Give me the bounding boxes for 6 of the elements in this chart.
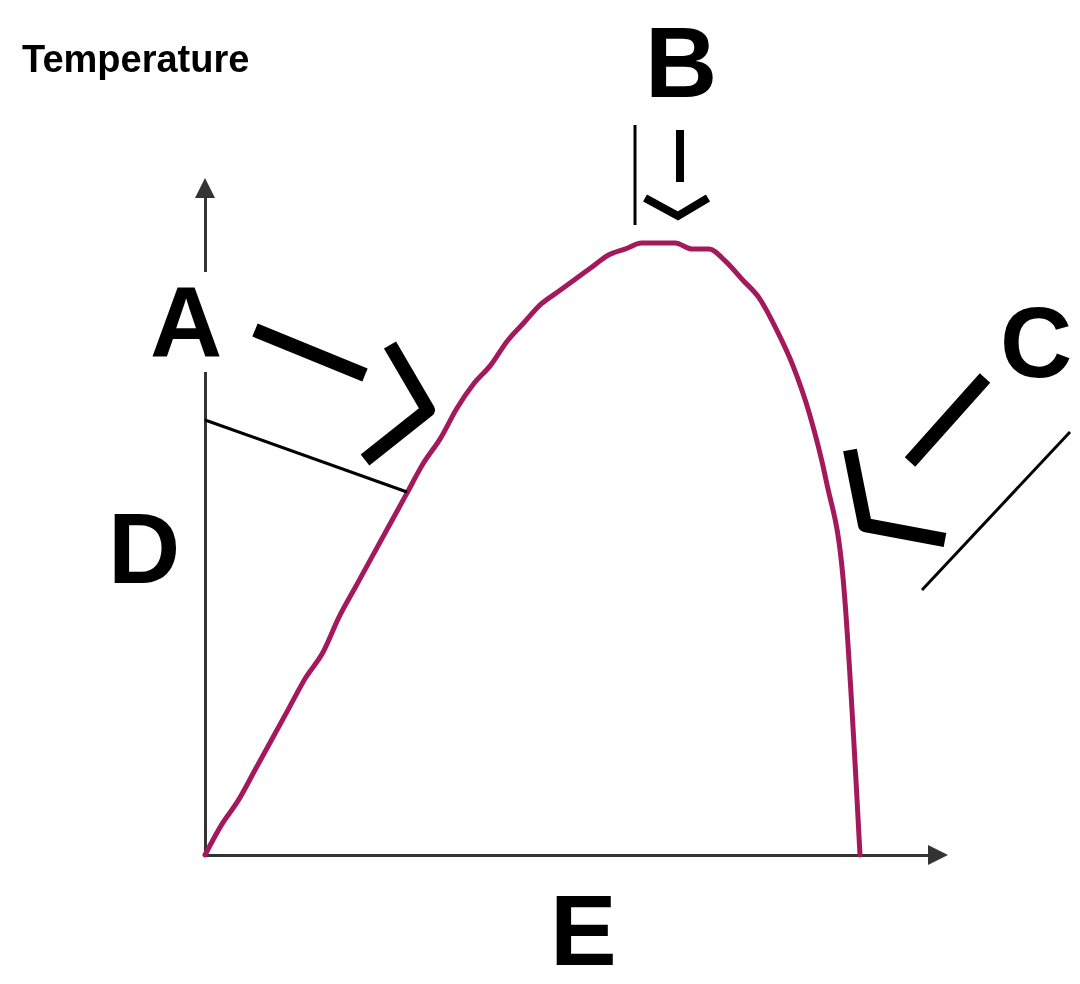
text: E: [550, 874, 617, 984]
annotation: A: [150, 266, 223, 378]
text: C: [1000, 286, 1073, 398]
y-axis-title: Temperature: [22, 38, 250, 80]
text: B: [645, 6, 718, 118]
text: D: [108, 492, 181, 604]
